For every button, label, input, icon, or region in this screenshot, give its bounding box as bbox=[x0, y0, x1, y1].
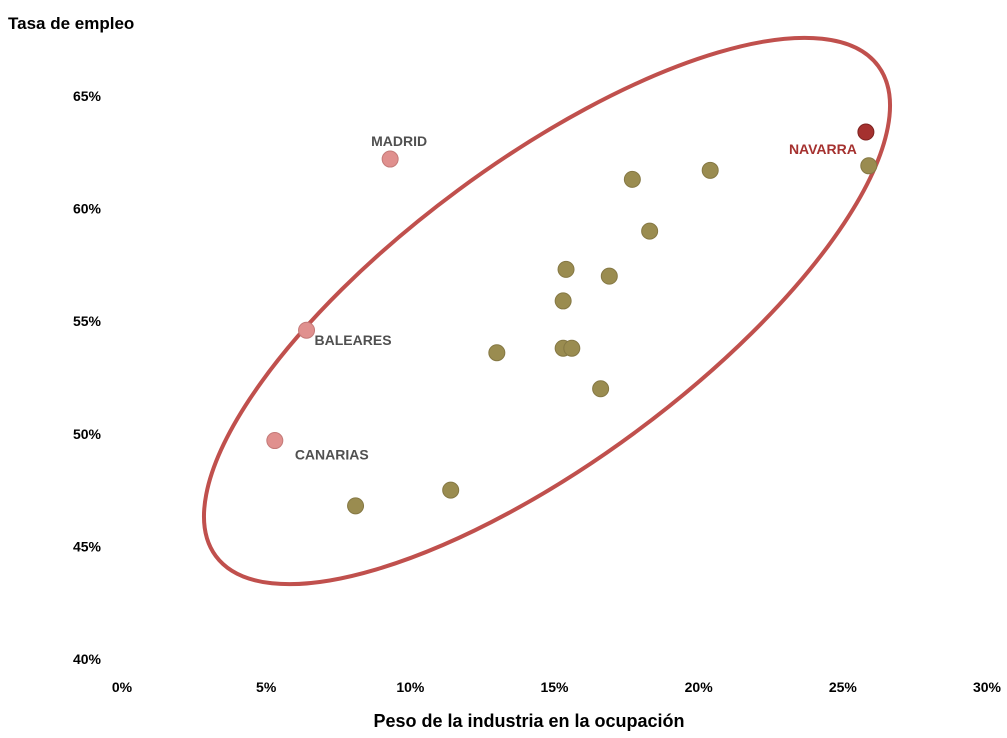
annotation-baleares: BALEARES bbox=[315, 332, 392, 348]
x-tick-label: 30% bbox=[973, 679, 1002, 695]
point-navarra bbox=[857, 123, 875, 141]
y-tick-label: 60% bbox=[73, 201, 102, 217]
x-tick-label: 0% bbox=[112, 679, 133, 695]
point-madrid bbox=[381, 150, 399, 168]
x-tick-labels: 0% 5% 10% 15% 20% 25% 30% bbox=[112, 679, 1002, 695]
cluster-ellipse bbox=[202, 35, 892, 587]
x-tick-label: 20% bbox=[685, 679, 714, 695]
y-tick-label: 65% bbox=[73, 88, 102, 104]
y-tick-label: 55% bbox=[73, 313, 102, 329]
data-point bbox=[641, 222, 659, 240]
data-points bbox=[266, 123, 878, 515]
annotation-madrid: MADRID bbox=[371, 133, 427, 149]
data-point bbox=[600, 267, 618, 285]
data-point bbox=[563, 339, 581, 357]
x-tick-label: 10% bbox=[396, 679, 425, 695]
data-point bbox=[347, 497, 365, 515]
data-point bbox=[554, 292, 572, 310]
x-axis-title: Peso de la industria en la ocupación bbox=[373, 711, 684, 731]
point-baleares bbox=[298, 321, 316, 339]
y-tick-label: 40% bbox=[73, 651, 102, 667]
annotation-canarias: CANARIAS bbox=[295, 447, 369, 463]
data-point bbox=[701, 161, 719, 179]
y-tick-label: 50% bbox=[73, 426, 102, 442]
annotation-navarra: NAVARRA bbox=[789, 141, 857, 157]
data-point bbox=[592, 380, 610, 398]
data-point bbox=[623, 170, 641, 188]
x-tick-label: 15% bbox=[540, 679, 569, 695]
x-tick-label: 25% bbox=[829, 679, 858, 695]
y-tick-label: 45% bbox=[73, 538, 102, 554]
data-point bbox=[860, 157, 878, 175]
y-tick-labels: 40% 45% 50% 55% 60% 65% bbox=[73, 88, 102, 667]
data-point bbox=[488, 344, 506, 362]
point-annotations: MADRID BALEARES CANARIAS NAVARRA bbox=[295, 133, 857, 463]
data-point bbox=[442, 481, 460, 499]
x-tick-label: 5% bbox=[256, 679, 277, 695]
point-canarias bbox=[266, 432, 284, 450]
y-axis-title: Tasa de empleo bbox=[8, 14, 134, 33]
data-point bbox=[557, 260, 575, 278]
